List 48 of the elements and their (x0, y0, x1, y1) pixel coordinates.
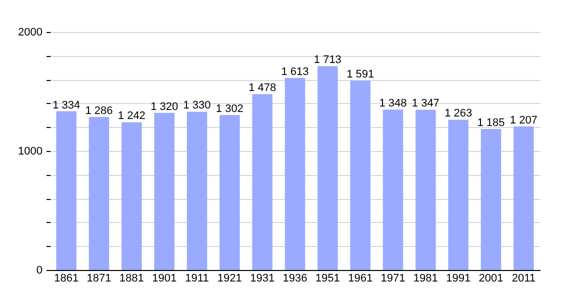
x-tick-label: 1961 (348, 272, 373, 284)
y-tick-label: 0 (36, 264, 42, 276)
x-tick-label: 1911 (185, 272, 209, 284)
bar (122, 122, 142, 270)
data-label: 1 713 (314, 54, 342, 66)
data-label: 1 478 (248, 82, 276, 94)
x-tick-label: 1921 (217, 272, 242, 284)
bar (350, 80, 370, 270)
bar (154, 112, 174, 270)
data-label: 1 613 (281, 66, 309, 78)
data-label: 1 320 (150, 100, 178, 113)
data-label: 1 591 (346, 68, 374, 81)
bar (382, 110, 404, 270)
x-tick-label: 1951 (315, 272, 340, 284)
x-tick-label: 1971 (380, 272, 406, 284)
bar (220, 115, 240, 270)
y-tick-label: 2000 (18, 26, 42, 38)
x-tick-label: 1871 (86, 272, 112, 284)
data-label: 1 286 (85, 104, 113, 117)
data-label: 1 263 (444, 108, 472, 120)
x-tick-label: 1991 (446, 272, 471, 284)
data-label: 1 334 (52, 99, 80, 112)
x-tick-label: 1901 (152, 272, 177, 284)
bar (88, 116, 110, 270)
data-label: 1 348 (379, 98, 407, 110)
bar (186, 112, 208, 270)
x-tick-label: 1881 (119, 272, 144, 284)
x-tick-label: 2001 (478, 272, 504, 284)
y-tick-label: 1000 (18, 146, 42, 158)
bar (448, 120, 468, 270)
x-tick-label: 1936 (282, 272, 308, 284)
bar (284, 78, 306, 270)
data-label: 1 302 (216, 103, 244, 116)
x-tick-label: 1861 (54, 272, 79, 284)
data-label: 1 207 (510, 114, 538, 126)
bar (514, 126, 534, 270)
bar (416, 110, 436, 270)
x-tick-label: 1981 (413, 272, 438, 284)
data-label: 1 242 (118, 110, 146, 122)
data-label: 1 185 (477, 116, 505, 129)
bar (480, 128, 502, 270)
bar (252, 94, 272, 270)
bar (56, 111, 76, 270)
x-tick-label: 1931 (250, 272, 275, 284)
data-label: 1 330 (183, 100, 211, 112)
data-label: 1 347 (412, 98, 440, 110)
x-tick-label: 2011 (512, 272, 536, 284)
bar (318, 66, 338, 270)
